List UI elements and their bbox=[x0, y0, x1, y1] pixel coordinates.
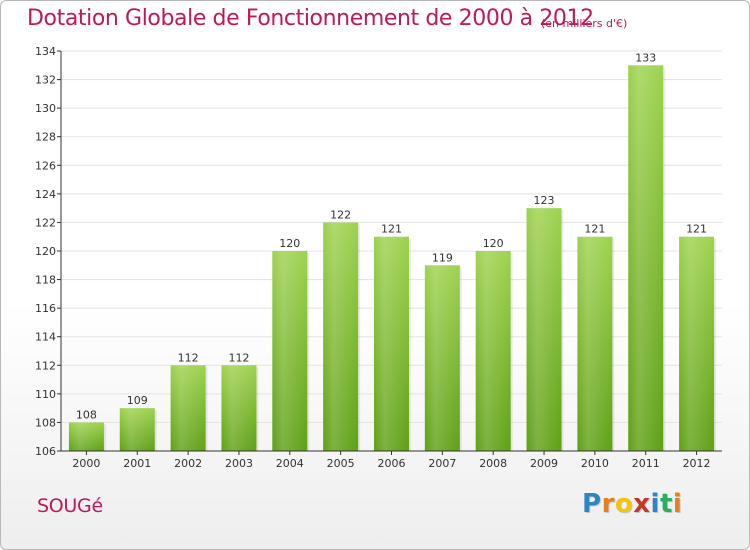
x-tick-label: 2008 bbox=[479, 457, 507, 470]
y-tick-label: 130 bbox=[35, 102, 56, 115]
bar-value-label: 108 bbox=[76, 408, 97, 421]
y-tick-label: 106 bbox=[35, 445, 56, 458]
labels: 106 108 110 112 114 116 118 120 122 124 126 128 130 1… bbox=[35, 45, 711, 470]
y-tick-label: 122 bbox=[35, 216, 56, 229]
bar-value-label: 120 bbox=[483, 237, 504, 250]
bar-highlight bbox=[374, 236, 409, 451]
x-tick-label: 2009 bbox=[530, 457, 558, 470]
bar-highlight bbox=[323, 222, 359, 451]
x-tick-label: 2001 bbox=[123, 457, 151, 470]
bar-highlight bbox=[170, 365, 206, 451]
bar-highlight bbox=[475, 251, 511, 451]
bar-value-label: 109 bbox=[127, 394, 148, 407]
bars bbox=[68, 65, 717, 452]
bar-value-label: 121 bbox=[584, 223, 605, 236]
x-tick-label: 2006 bbox=[378, 457, 406, 470]
x-tick-label: 2010 bbox=[581, 457, 609, 470]
y-tick-label: 124 bbox=[35, 188, 56, 201]
bar-value-label: 121 bbox=[381, 223, 402, 236]
bar-highlight bbox=[577, 236, 613, 451]
axes bbox=[57, 50, 722, 455]
chart-subtitle: (en milliers d'€) bbox=[541, 17, 628, 30]
bar-value-label: 119 bbox=[432, 251, 453, 264]
x-tick-label: 2000 bbox=[72, 457, 100, 470]
bar-value-label: 112 bbox=[228, 351, 249, 364]
y-tick-label: 128 bbox=[35, 131, 56, 144]
bar-value-label: 122 bbox=[330, 208, 351, 221]
x-tick-label: 2012 bbox=[683, 457, 711, 470]
bar-highlight bbox=[628, 65, 664, 452]
y-tick-label: 110 bbox=[35, 388, 56, 401]
bar-highlight bbox=[679, 236, 715, 451]
logo-letter: o bbox=[614, 489, 634, 519]
logo-letter: t bbox=[659, 489, 673, 519]
y-tick-label: 114 bbox=[35, 331, 56, 344]
bar-value-label: 123 bbox=[534, 194, 555, 207]
logo-letter: x bbox=[633, 489, 651, 519]
proxiti-logo[interactable]: Proxiti bbox=[582, 489, 682, 519]
y-tick-label: 108 bbox=[35, 416, 56, 429]
bar-highlight bbox=[526, 208, 562, 451]
bar-highlight bbox=[221, 365, 257, 451]
x-tick-label: 2004 bbox=[276, 457, 304, 470]
y-tick-label: 112 bbox=[35, 359, 56, 372]
y-tick-label: 118 bbox=[35, 274, 56, 287]
logo-letter: P bbox=[582, 489, 602, 519]
y-tick-label: 132 bbox=[35, 74, 56, 87]
x-tick-label: 2003 bbox=[225, 457, 253, 470]
bar-highlight bbox=[272, 251, 308, 451]
x-tick-label: 2007 bbox=[428, 457, 456, 470]
bar-value-label: 120 bbox=[279, 237, 300, 250]
bar-value-label: 121 bbox=[686, 223, 707, 236]
y-tick-label: 134 bbox=[35, 45, 56, 58]
x-tick-label: 2005 bbox=[327, 457, 355, 470]
bar-highlight bbox=[424, 265, 460, 451]
bar-highlight bbox=[68, 422, 104, 451]
y-tick-label: 120 bbox=[35, 245, 56, 258]
y-tick-label: 126 bbox=[35, 159, 56, 172]
commune-name: SOUGé bbox=[37, 495, 103, 517]
y-tick-label: 116 bbox=[35, 302, 56, 315]
bar-value-label: 112 bbox=[178, 351, 199, 364]
chart-title: Dotation Globale de Fonctionnement de 20… bbox=[27, 6, 594, 31]
bar-highlight bbox=[119, 408, 155, 451]
logo-letter: i bbox=[650, 489, 660, 519]
x-tick-label: 2011 bbox=[632, 457, 660, 470]
logo-letter: i bbox=[672, 489, 683, 519]
logo-letter: r bbox=[601, 489, 615, 519]
bar-value-label: 133 bbox=[635, 51, 656, 64]
x-tick-label: 2002 bbox=[174, 457, 202, 470]
